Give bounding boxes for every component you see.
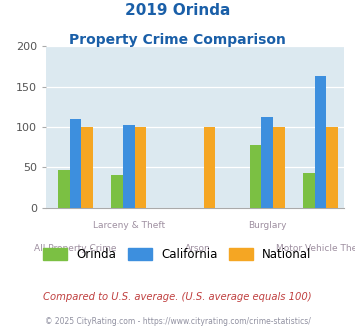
Bar [250,145,261,208]
Bar [273,127,285,208]
Bar [303,173,315,208]
Bar [123,125,135,208]
Text: 2019 Orinda: 2019 Orinda [125,3,230,18]
Legend: Orinda, California, National: Orinda, California, National [40,245,315,265]
Text: Larceny & Theft: Larceny & Theft [93,221,165,230]
Bar [204,127,215,208]
Text: Burglary: Burglary [248,221,286,230]
Text: Motor Vehicle Theft: Motor Vehicle Theft [277,244,355,253]
Text: All Property Crime: All Property Crime [34,244,117,253]
Bar [261,116,273,208]
Text: © 2025 CityRating.com - https://www.cityrating.com/crime-statistics/: © 2025 CityRating.com - https://www.city… [45,317,310,326]
Bar [81,127,93,208]
Text: Property Crime Comparison: Property Crime Comparison [69,33,286,47]
Text: Compared to U.S. average. (U.S. average equals 100): Compared to U.S. average. (U.S. average … [43,292,312,302]
Bar [135,127,146,208]
Text: Arson: Arson [185,244,211,253]
Bar [111,175,123,208]
Bar [58,170,70,208]
Bar [70,119,81,208]
Bar [326,127,338,208]
Bar [315,76,326,208]
